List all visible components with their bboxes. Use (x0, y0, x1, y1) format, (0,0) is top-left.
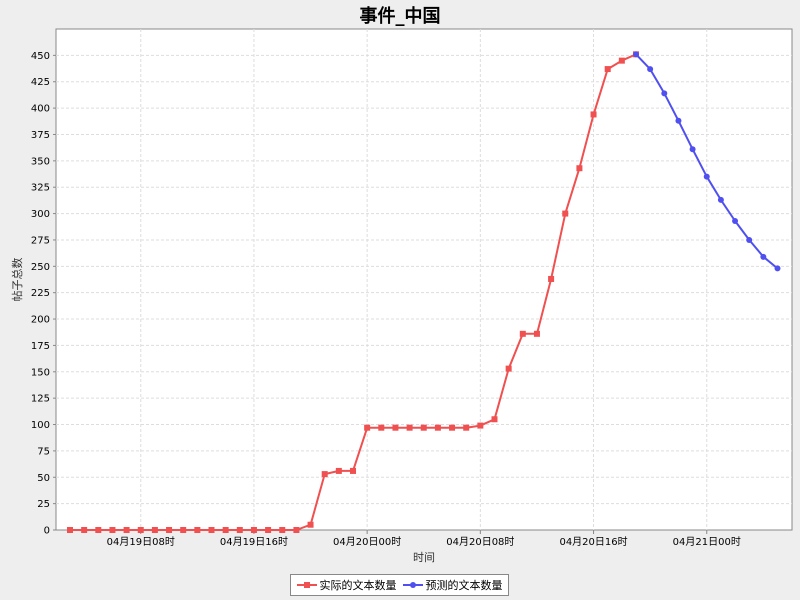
data-point-actual (194, 527, 201, 533)
data-point-actual (590, 111, 597, 118)
data-point-forecast (661, 90, 668, 97)
data-point-actual (109, 527, 116, 533)
x-tick-label: 04月21日00时 (673, 536, 741, 548)
plot-area (55, 28, 793, 531)
data-point-forecast (675, 117, 682, 124)
data-point-actual (434, 424, 441, 431)
y-tick-label: 0 (44, 526, 50, 537)
y-tick-label: 175 (31, 341, 50, 352)
y-tick-label: 250 (31, 262, 50, 273)
data-point-actual (67, 527, 73, 533)
data-point-forecast (717, 196, 724, 203)
data-point-forecast (633, 51, 639, 58)
data-point-actual (477, 422, 484, 429)
grid-lines (56, 29, 792, 530)
data-point-actual (180, 527, 187, 533)
data-point-actual (350, 467, 356, 474)
data-point-actual (505, 365, 512, 372)
data-point-actual (279, 527, 286, 533)
y-tick-label: 375 (31, 130, 50, 141)
x-axis-ticks: 04月19日08时 04月19日16时 04月20日00时 04月20日08时 04月2… (107, 530, 741, 548)
y-tick-label: 50 (37, 473, 50, 484)
data-point-forecast (746, 236, 753, 243)
data-point-forecast (703, 173, 710, 180)
data-point-actual (420, 424, 427, 431)
data-point-actual (548, 275, 555, 282)
y-tick-label: 150 (31, 367, 50, 378)
y-tick-label: 225 (31, 288, 50, 299)
y-tick-label: 125 (31, 394, 50, 405)
data-point-actual (562, 210, 569, 217)
legend-label-actual: 实际的文本数量 (319, 579, 397, 592)
data-point-forecast (689, 146, 696, 153)
data-point-actual (364, 424, 371, 431)
series-layer (67, 51, 781, 533)
y-tick-label: 275 (31, 235, 50, 246)
y-axis-ticks: 0 25 50 75 100 125 150 175 200 225 250 275 300 325 350… (31, 51, 56, 537)
y-axis-title: 帖子总数 (10, 258, 24, 302)
data-point-actual (265, 527, 272, 533)
data-point-actual (137, 527, 144, 533)
y-tick-label: 450 (31, 51, 50, 62)
x-tick-label: 04月19日16时 (220, 536, 288, 548)
data-point-actual (95, 527, 102, 533)
y-tick-label: 400 (31, 104, 50, 115)
data-point-actual (378, 424, 385, 431)
data-point-actual (576, 165, 583, 172)
data-point-actual (123, 527, 130, 533)
data-point-actual (307, 521, 314, 528)
y-tick-label: 25 (37, 499, 50, 510)
y-tick-label: 100 (31, 420, 50, 431)
x-tick-label: 04月19日08时 (107, 536, 175, 548)
data-point-actual (604, 66, 611, 73)
data-point-forecast (647, 66, 654, 73)
y-tick-label: 200 (31, 315, 50, 326)
data-point-actual (236, 527, 243, 533)
legend-item-actual: 实际的文本数量 (296, 577, 397, 593)
data-point-actual (335, 467, 342, 474)
y-tick-label: 300 (31, 209, 50, 220)
data-point-actual (81, 527, 88, 533)
legend-label-forecast: 预测的文本数量 (425, 579, 503, 592)
legend-item-forecast: 预测的文本数量 (402, 577, 503, 593)
data-point-actual (293, 527, 300, 533)
data-point-actual (222, 527, 229, 533)
x-tick-label: 04月20日00时 (333, 536, 401, 548)
data-point-actual (321, 471, 328, 478)
y-tick-label: 425 (31, 77, 50, 88)
legend-swatch-actual (296, 580, 317, 590)
data-point-actual (463, 424, 470, 431)
legend-swatch-forecast (402, 580, 423, 590)
data-point-actual (449, 424, 456, 431)
x-tick-label: 04月20日08时 (446, 536, 514, 548)
x-tick-label: 04月20日16时 (559, 536, 627, 548)
y-tick-label: 75 (37, 446, 50, 457)
data-point-actual (491, 416, 498, 423)
data-point-actual (208, 527, 215, 533)
data-point-forecast (732, 217, 739, 224)
data-point-actual (533, 330, 540, 337)
x-axis-title: 时间 (413, 551, 435, 564)
data-point-actual (406, 424, 413, 431)
chart-title: 事件_中国 (359, 6, 441, 27)
data-point-actual (166, 527, 173, 533)
data-point-actual (151, 527, 158, 533)
data-point-actual (250, 527, 257, 533)
data-point-forecast (760, 253, 767, 260)
data-point-actual (618, 57, 625, 64)
data-point-actual (392, 424, 399, 431)
y-tick-label: 325 (31, 183, 50, 194)
data-point-forecast (774, 265, 781, 272)
data-point-actual (519, 330, 526, 337)
legend: 实际的文本数量 预测的文本数量 (290, 574, 509, 596)
y-tick-label: 350 (31, 156, 50, 167)
